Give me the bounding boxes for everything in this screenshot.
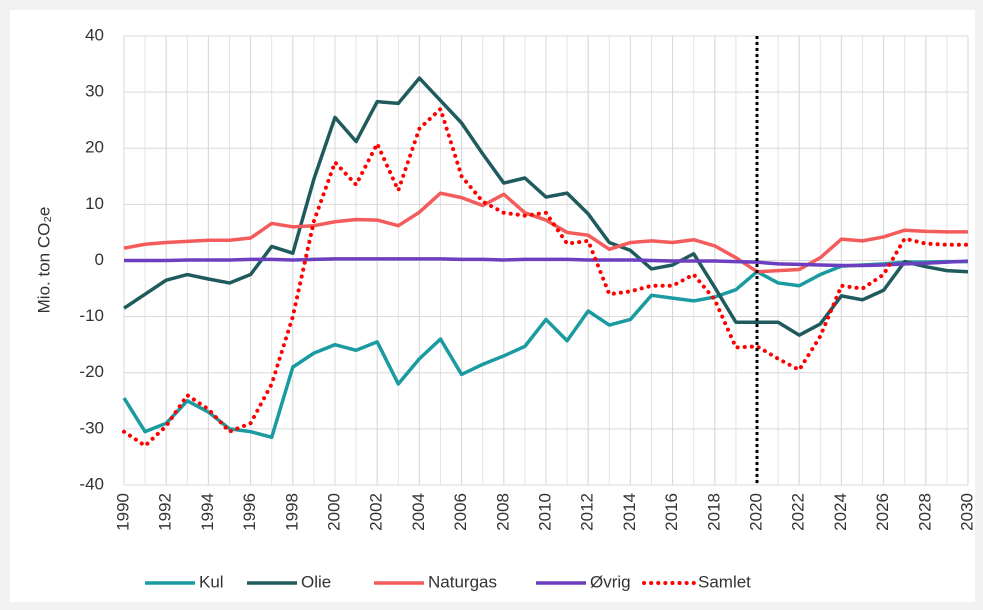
x-tick-label: 2016 xyxy=(662,493,681,531)
x-tick-label: 2030 xyxy=(957,493,976,531)
x-tick-label: 2018 xyxy=(704,493,723,531)
x-tick-label: 1992 xyxy=(156,493,175,531)
series-line xyxy=(124,257,969,268)
y-tick-label: -20 xyxy=(79,362,104,381)
series-line xyxy=(123,191,968,274)
x-tick-label: 2012 xyxy=(578,493,597,531)
series-line xyxy=(122,106,970,448)
x-tick-label: 2022 xyxy=(789,493,808,531)
legend-label: Naturgas xyxy=(428,572,497,591)
x-tick-label: 2024 xyxy=(831,493,850,531)
x-tick-label: 1994 xyxy=(198,493,217,531)
y-tick-label: -30 xyxy=(79,418,104,437)
y-tick-label: -10 xyxy=(79,306,104,325)
series-line xyxy=(123,76,969,337)
x-tick-label: 2000 xyxy=(324,493,343,531)
legend-label: Kul xyxy=(199,572,224,591)
y-axis-label: Mio. ton CO₂e xyxy=(34,207,53,314)
x-tick-label: 2014 xyxy=(620,493,639,531)
y-tick-label: 30 xyxy=(85,82,104,101)
x-tick-label: 2026 xyxy=(873,493,892,531)
y-tick-label: 40 xyxy=(85,25,104,44)
y-tick-label: -40 xyxy=(79,474,104,493)
x-tick-label: 2020 xyxy=(746,493,765,531)
x-tick-label: 1996 xyxy=(240,493,259,531)
x-tick-label: 2006 xyxy=(451,493,470,531)
y-tick-label: 0 xyxy=(95,250,104,269)
x-tick-label: 2004 xyxy=(409,493,428,531)
series-line xyxy=(122,259,968,440)
x-tick-label: 1998 xyxy=(282,493,301,531)
chart-panel xyxy=(10,10,975,602)
x-tick-label: 2010 xyxy=(535,493,554,531)
x-tick-label: 2002 xyxy=(367,493,386,531)
legend-label: Olie xyxy=(301,572,331,591)
x-tick-label: 2028 xyxy=(915,493,934,531)
legend-label: Øvrig xyxy=(590,572,631,591)
legend-label: Samlet xyxy=(698,572,751,591)
x-tick-label: 1990 xyxy=(113,493,132,531)
y-tick-label: 20 xyxy=(85,138,104,157)
x-tick-label: 2008 xyxy=(493,493,512,531)
y-tick-label: 10 xyxy=(85,194,104,213)
